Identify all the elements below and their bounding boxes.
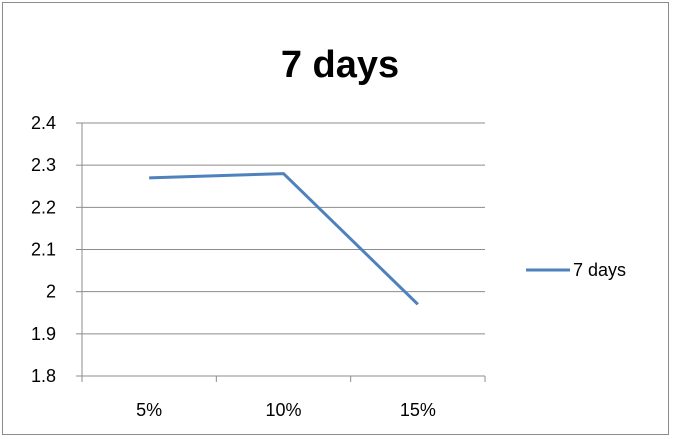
x-tick-label: 10% bbox=[265, 400, 301, 420]
gridlines bbox=[82, 122, 485, 377]
legend: 7 days bbox=[526, 260, 626, 280]
x-tick-label: 5% bbox=[136, 400, 162, 420]
y-tick-label: 2 bbox=[46, 282, 56, 302]
chart-frame bbox=[2, 2, 669, 435]
y-axis-ticks: 1.8 1.9 2 2.1 2.2 2.3 2.4 bbox=[31, 113, 82, 386]
x-axis-ticks: 5% 10% 15% bbox=[81, 376, 486, 420]
y-tick-label: 2.3 bbox=[31, 155, 56, 175]
chart-title: 7 days bbox=[281, 44, 399, 86]
y-tick-label: 2.2 bbox=[31, 197, 56, 217]
y-tick-label: 2.1 bbox=[31, 240, 56, 260]
series-line-0 bbox=[149, 172, 419, 306]
legend-label: 7 days bbox=[573, 260, 626, 280]
series-layer bbox=[149, 172, 419, 306]
y-tick-label: 2.4 bbox=[31, 113, 56, 133]
x-tick-label: 15% bbox=[400, 400, 436, 420]
y-tick-label: 1.9 bbox=[31, 324, 56, 344]
y-tick-label: 1.8 bbox=[31, 366, 56, 386]
